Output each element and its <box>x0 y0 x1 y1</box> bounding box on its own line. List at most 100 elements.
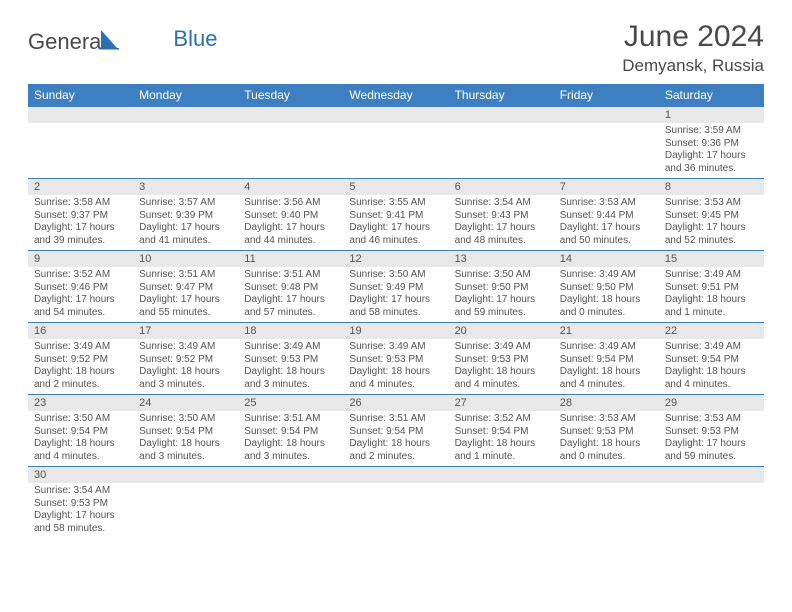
day-cell: Sunrise: 3:52 AMSunset: 9:46 PMDaylight:… <box>28 267 133 323</box>
day-number: 1 <box>659 107 764 124</box>
day-cell: Sunrise: 3:53 AMSunset: 9:44 PMDaylight:… <box>554 195 659 251</box>
daylight-text: Daylight: 17 hours and 48 minutes. <box>455 222 536 246</box>
day-number: 9 <box>28 251 133 268</box>
day-number: 19 <box>343 323 448 340</box>
day-cell: Sunrise: 3:49 AMSunset: 9:50 PMDaylight:… <box>554 267 659 323</box>
sunrise-text: Sunrise: 3:51 AM <box>244 269 320 280</box>
daylight-text: Daylight: 17 hours and 55 minutes. <box>139 294 220 318</box>
sunset-text: Sunset: 9:53 PM <box>244 354 318 365</box>
sunset-text: Sunset: 9:54 PM <box>349 426 423 437</box>
day-number: 2 <box>28 179 133 196</box>
daylight-text: Daylight: 18 hours and 3 minutes. <box>244 438 325 462</box>
day-number <box>28 107 133 124</box>
day-cell: Sunrise: 3:56 AMSunset: 9:40 PMDaylight:… <box>238 195 343 251</box>
sunset-text: Sunset: 9:45 PM <box>665 210 739 221</box>
sunset-text: Sunset: 9:52 PM <box>34 354 108 365</box>
day-number <box>238 107 343 124</box>
day-cell: Sunrise: 3:49 AMSunset: 9:53 PMDaylight:… <box>238 339 343 395</box>
title-block: June 2024 Demyansk, Russia <box>622 20 764 76</box>
day-cell: Sunrise: 3:50 AMSunset: 9:54 PMDaylight:… <box>28 411 133 467</box>
day-cell <box>659 483 764 538</box>
daylight-text: Daylight: 18 hours and 1 minute. <box>455 438 536 462</box>
day-cell <box>238 123 343 179</box>
day-cell <box>449 483 554 538</box>
sunrise-text: Sunrise: 3:51 AM <box>244 413 320 424</box>
daylight-text: Daylight: 18 hours and 0 minutes. <box>560 294 641 318</box>
sunrise-text: Sunrise: 3:51 AM <box>349 413 425 424</box>
day-cell: Sunrise: 3:49 AMSunset: 9:54 PMDaylight:… <box>554 339 659 395</box>
daylight-text: Daylight: 18 hours and 3 minutes. <box>139 438 220 462</box>
daylight-text: Daylight: 18 hours and 4 minutes. <box>665 366 746 390</box>
sunset-text: Sunset: 9:53 PM <box>560 426 634 437</box>
weekday-header: Friday <box>554 84 659 107</box>
day-cell: Sunrise: 3:49 AM Sunset: 9:52 PMDaylight:… <box>133 339 238 395</box>
day-content-row: Sunrise: 3:54 AMSunset: 9:53 PMDaylight:… <box>28 483 764 538</box>
day-number: 25 <box>238 395 343 412</box>
sunset-text: Sunset: 9:54 PM <box>244 426 318 437</box>
sunset-text: Sunset: 9:47 PM <box>139 282 213 293</box>
day-cell: Sunrise: 3:57 AMSunset: 9:39 PMDaylight:… <box>133 195 238 251</box>
day-cell: Sunrise: 3:51 AMSunset: 9:47 PMDaylight:… <box>133 267 238 323</box>
weekday-header: Monday <box>133 84 238 107</box>
day-number-row: 30 <box>28 467 764 484</box>
daylight-text: Daylight: 18 hours and 4 minutes. <box>455 366 536 390</box>
day-cell: Sunrise: 3:53 AMSunset: 9:53 PMDaylight:… <box>554 411 659 467</box>
calendar-table: Sunday Monday Tuesday Wednesday Thursday… <box>28 84 764 538</box>
day-number: 5 <box>343 179 448 196</box>
header: Genera Blue June 2024 Demyansk, Russia <box>28 20 764 76</box>
day-number: 20 <box>449 323 554 340</box>
day-cell: Sunrise: 3:59 AMSunset: 9:36 PMDaylight:… <box>659 123 764 179</box>
day-content-row: Sunrise: 3:59 AMSunset: 9:36 PMDaylight:… <box>28 123 764 179</box>
daylight-text: Daylight: 17 hours and 58 minutes. <box>349 294 430 318</box>
day-content-row: Sunrise: 3:52 AMSunset: 9:46 PMDaylight:… <box>28 267 764 323</box>
day-number: 13 <box>449 251 554 268</box>
daylight-text: Daylight: 18 hours and 1 minute. <box>665 294 746 318</box>
logo-text-1: Genera <box>28 29 101 55</box>
sunrise-text: Sunrise: 3:49 AM <box>665 341 741 352</box>
month-title: June 2024 <box>622 20 764 54</box>
day-number: 21 <box>554 323 659 340</box>
sunrise-text: Sunrise: 3:50 AM <box>349 269 425 280</box>
day-cell: Sunrise: 3:50 AMSunset: 9:54 PMDaylight:… <box>133 411 238 467</box>
sunrise-text: Sunrise: 3:49 AM <box>560 341 636 352</box>
daylight-text: Daylight: 17 hours and 59 minutes. <box>665 438 746 462</box>
day-cell: Sunrise: 3:49 AMSunset: 9:54 PMDaylight:… <box>659 339 764 395</box>
sunrise-text: Sunrise: 3:53 AM <box>665 413 741 424</box>
day-cell <box>554 483 659 538</box>
day-number: 15 <box>659 251 764 268</box>
sunrise-text: Sunrise: 3:49 AM <box>34 341 110 352</box>
day-number: 3 <box>133 179 238 196</box>
sunset-text: Sunset: 9:49 PM <box>349 282 423 293</box>
sunrise-text: Sunrise: 3:53 AM <box>560 197 636 208</box>
day-cell: Sunrise: 3:55 AMSunset: 9:41 PMDaylight:… <box>343 195 448 251</box>
day-number: 4 <box>238 179 343 196</box>
sunrise-text: Sunrise: 3:53 AM <box>665 197 741 208</box>
weekday-header: Sunday <box>28 84 133 107</box>
sunset-text: Sunset: 9:52 PM <box>139 354 213 365</box>
day-number: 23 <box>28 395 133 412</box>
daylight-text: Daylight: 18 hours and 3 minutes. <box>139 366 220 390</box>
day-cell <box>343 483 448 538</box>
weekday-header: Saturday <box>659 84 764 107</box>
location: Demyansk, Russia <box>622 56 764 76</box>
day-cell: Sunrise: 3:50 AMSunset: 9:50 PMDaylight:… <box>449 267 554 323</box>
logo: Genera Blue <box>28 20 217 55</box>
day-number-row: 23242526272829 <box>28 395 764 412</box>
day-cell <box>28 123 133 179</box>
day-cell <box>343 123 448 179</box>
daylight-text: Daylight: 17 hours and 58 minutes. <box>34 510 115 534</box>
sunrise-text: Sunrise: 3:52 AM <box>455 413 531 424</box>
daylight-text: Daylight: 17 hours and 54 minutes. <box>34 294 115 318</box>
sunrise-text: Sunrise: 3:49 AM <box>139 341 215 352</box>
day-number: 7 <box>554 179 659 196</box>
sunset-text: Sunset: 9:44 PM <box>560 210 634 221</box>
daylight-text: Daylight: 17 hours and 59 minutes. <box>455 294 536 318</box>
weekday-header: Thursday <box>449 84 554 107</box>
sunset-text: Sunset: 9:41 PM <box>349 210 423 221</box>
day-cell <box>554 123 659 179</box>
sunset-text: Sunset: 9:46 PM <box>34 282 108 293</box>
day-number <box>133 467 238 484</box>
day-cell <box>133 123 238 179</box>
sunrise-text: Sunrise: 3:58 AM <box>34 197 110 208</box>
weekday-header: Wednesday <box>343 84 448 107</box>
